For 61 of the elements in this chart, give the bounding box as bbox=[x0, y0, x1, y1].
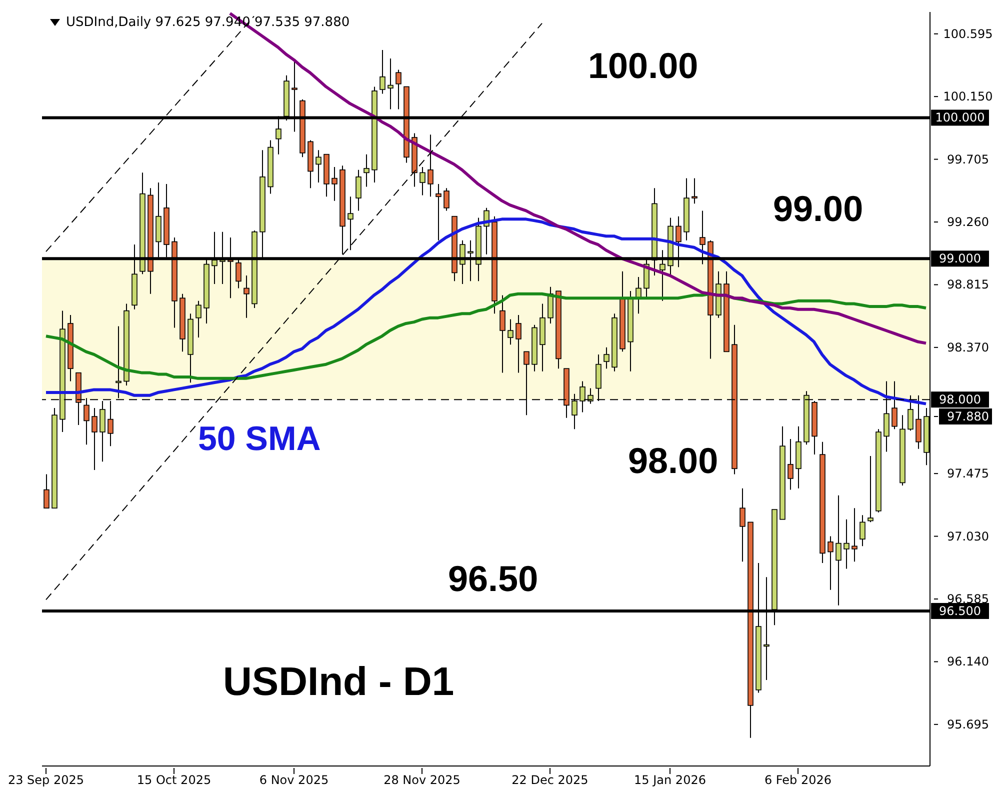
y-tick-label: 99.260 bbox=[947, 214, 989, 229]
candlestick bbox=[420, 166, 426, 196]
candlestick bbox=[836, 494, 842, 606]
ref-line-label: 99.000 bbox=[939, 252, 981, 266]
candlestick bbox=[348, 196, 354, 251]
candlestick bbox=[692, 178, 698, 204]
candlestick bbox=[316, 150, 322, 184]
candlestick bbox=[244, 275, 250, 318]
y-tick-label: 98.815 bbox=[947, 278, 989, 292]
series-label: 50 SMA bbox=[198, 420, 321, 459]
candlestick bbox=[844, 518, 850, 570]
ref-line-label: 100.000 bbox=[935, 110, 985, 125]
candlestick bbox=[828, 536, 834, 590]
text: USDInd - D1 bbox=[223, 660, 454, 705]
candlestick bbox=[852, 508, 858, 562]
y-tick-label: 98.370 bbox=[947, 340, 989, 354]
y-tick-label: 97.475 bbox=[947, 466, 989, 481]
annotation: 100.00 bbox=[588, 45, 698, 87]
candlestick bbox=[548, 286, 554, 324]
candlestick bbox=[380, 50, 386, 94]
candlestick bbox=[436, 183, 442, 241]
candlestick bbox=[356, 169, 362, 212]
candlestick bbox=[196, 300, 202, 338]
x-tick-label: 15 Jan 2026 bbox=[634, 773, 706, 787]
candlestick bbox=[868, 455, 874, 523]
candlestick bbox=[100, 400, 106, 462]
x-tick-label: 22 Dec 2025 bbox=[512, 773, 588, 787]
candlestick bbox=[332, 166, 338, 202]
candlestick bbox=[444, 188, 450, 212]
annotation: 98.00 bbox=[628, 440, 718, 482]
ref-line-label: 96.500 bbox=[939, 604, 981, 618]
candlestick bbox=[508, 318, 514, 346]
y-tick-label: 100.595 bbox=[943, 26, 993, 41]
candlestick bbox=[396, 69, 402, 110]
y-tick-label: 95.695 bbox=[947, 717, 989, 732]
y-tick-label: 99.705 bbox=[947, 152, 989, 166]
candlestick bbox=[364, 154, 370, 188]
x-tick-label: 6 Feb 2026 bbox=[764, 773, 832, 787]
candlestick bbox=[92, 408, 98, 471]
candlestick bbox=[788, 438, 794, 490]
y-tick-label: 96.585 bbox=[947, 592, 989, 606]
x-tick-label: 28 Nov 2025 bbox=[384, 773, 460, 787]
candlestick bbox=[860, 514, 866, 547]
x-tick-label: 23 Sep 2025 bbox=[8, 773, 84, 787]
annotation: 99.00 bbox=[773, 188, 864, 230]
annotation: 96.50 bbox=[448, 558, 538, 600]
candlestick bbox=[428, 134, 434, 198]
x-tick-label: 15 Oct 2025 bbox=[136, 773, 212, 787]
line-series bbox=[44, 292, 928, 380]
y-tick-label: 97.030 bbox=[947, 529, 989, 544]
y-tick-label: 97.880 bbox=[947, 409, 989, 424]
candlestick bbox=[44, 474, 50, 509]
candlestick bbox=[740, 488, 746, 562]
x-tick-label: 6 Nov 2025 bbox=[259, 773, 329, 787]
ref-line-label: 98.000 bbox=[939, 392, 981, 407]
candlestick bbox=[500, 294, 506, 374]
y-tick-label: 100.150 bbox=[943, 90, 993, 104]
y-tick-label: 96.140 bbox=[947, 654, 989, 669]
candlestick bbox=[516, 314, 522, 374]
candlestick bbox=[388, 58, 394, 110]
candlestick bbox=[604, 346, 610, 370]
